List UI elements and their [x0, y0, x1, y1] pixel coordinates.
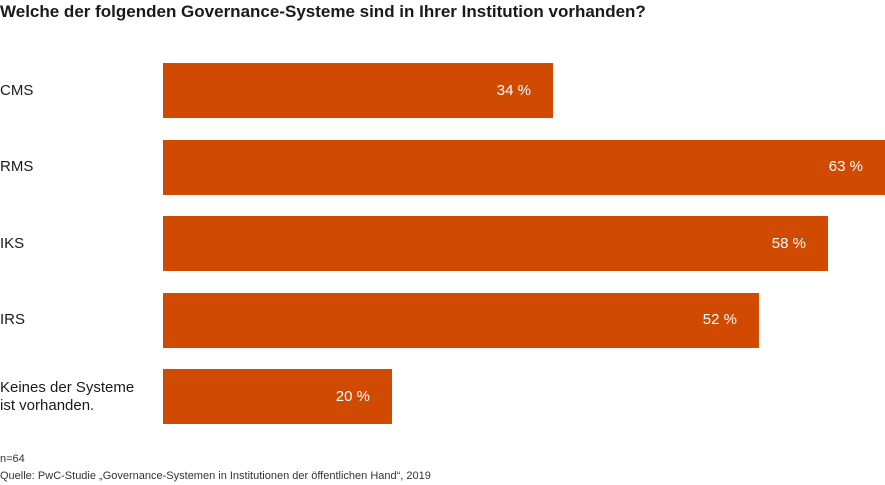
- bar: [163, 216, 828, 271]
- category-label: IRS: [0, 311, 26, 328]
- bar: [163, 369, 392, 424]
- bar: [163, 139, 885, 195]
- category-label: IKS: [0, 234, 25, 252]
- chart-title: Welche der folgenden Governance-Systeme …: [0, 2, 646, 21]
- category-label: RMS: [0, 158, 34, 175]
- category-label: Keines der Systeme ist vorhanden.: [0, 378, 135, 414]
- bar: [163, 292, 759, 348]
- value-label: 20 %: [335, 387, 370, 405]
- value-label: 34 %: [496, 81, 531, 99]
- sample-size-note: n=64: [0, 453, 25, 465]
- source-note: Quelle: PwC-Studie „Governance-Systemen …: [0, 470, 431, 482]
- category-label: CMS: [0, 81, 34, 99]
- value-label: 63 %: [828, 158, 863, 175]
- value-label: 58 %: [771, 234, 806, 252]
- value-label: 52 %: [702, 311, 737, 328]
- bar: [163, 63, 553, 118]
